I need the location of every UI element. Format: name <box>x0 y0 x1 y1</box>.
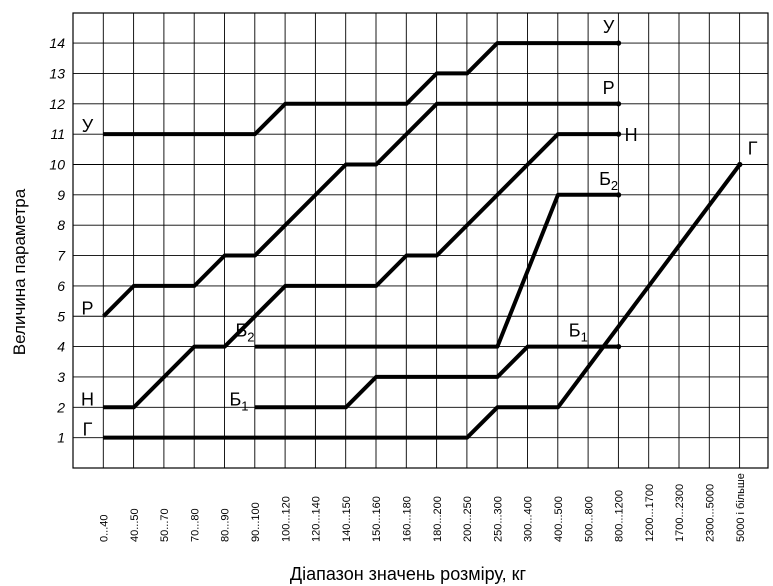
y-tick-label: 10 <box>49 157 65 173</box>
y-tick-label: 8 <box>57 217 65 233</box>
x-tick-label: 80...90 <box>220 508 232 542</box>
y-tick-label: 11 <box>50 126 65 142</box>
series-label: Г <box>83 420 93 440</box>
series-end-point <box>737 161 743 168</box>
x-tick-label: 500...800 <box>583 496 595 542</box>
series-end-point <box>616 344 622 350</box>
series-end-point <box>616 40 622 46</box>
series-lines <box>102 40 743 440</box>
series-line <box>103 132 619 410</box>
y-tick-label: 13 <box>49 65 65 81</box>
x-tick-label: 200...250 <box>462 496 474 542</box>
y-tick-label: 1 <box>57 430 65 446</box>
x-tick-label: 1700...2300 <box>674 484 686 542</box>
x-tick-label: 800...1200 <box>614 490 626 542</box>
x-tick-label: 0...40 <box>99 514 111 542</box>
x-tick-label: 250...300 <box>492 496 504 542</box>
y-tick-label: 6 <box>57 278 65 294</box>
x-tick-label: 150...160 <box>371 496 383 542</box>
y-tick-label: 14 <box>49 35 65 51</box>
x-tick-label: 180...200 <box>432 496 444 542</box>
series-label: Б1 <box>569 321 588 345</box>
x-tick-label: 40...50 <box>129 508 141 542</box>
y-tick-label: 3 <box>57 369 65 385</box>
series-label: Н <box>625 125 638 145</box>
series-label: Б1 <box>229 389 248 413</box>
x-tick-label: 1200...1700 <box>644 484 656 542</box>
series-label: Р <box>603 78 615 98</box>
series-label: У <box>82 116 94 136</box>
y-tick-label: 4 <box>57 339 65 355</box>
x-tick-label: 140...150 <box>341 496 353 542</box>
series-label: У <box>603 17 615 37</box>
x-tick-label: 120...140 <box>311 496 323 542</box>
x-tick-label: 300...400 <box>523 496 535 542</box>
plot-frame <box>72 12 769 469</box>
series-end-point <box>616 192 622 198</box>
y-tick-label: 9 <box>57 187 65 203</box>
series-label: Б2 <box>599 169 618 193</box>
x-tick-labels: 0...40 40...50 50...70 70...80 80...90 90...1… <box>99 473 747 542</box>
x-axis-label: Діапазон значень розміру, кг <box>290 564 527 584</box>
y-tick-label: 2 <box>56 399 65 415</box>
series-label: Р <box>81 298 93 318</box>
y-tick-label: 7 <box>57 248 66 264</box>
grid <box>72 12 769 469</box>
x-tick-label: 2300...5000 <box>705 484 717 542</box>
x-tick-label: 160...180 <box>402 496 414 542</box>
y-axis-label: Величина параметра <box>10 188 29 355</box>
series-label: Б2 <box>235 321 254 345</box>
x-tick-label: 100...120 <box>280 496 292 542</box>
x-tick-label: 400...500 <box>553 496 565 542</box>
x-tick-label: 90...100 <box>250 502 262 542</box>
y-tick-label: 12 <box>49 96 65 112</box>
series-label: Н <box>81 389 94 409</box>
y-tick-label: 5 <box>57 308 65 324</box>
series-label: Г <box>748 139 758 159</box>
series-line <box>102 101 619 318</box>
series-line <box>255 344 619 410</box>
series-line <box>255 192 619 349</box>
series-end-point <box>616 101 622 107</box>
x-tick-label: 70...80 <box>189 508 201 542</box>
series-line <box>103 163 742 440</box>
series-end-point <box>616 131 622 137</box>
x-tick-label: 50...70 <box>159 508 171 542</box>
series-line <box>103 41 619 137</box>
x-tick-label: 5000 і більше <box>735 473 747 542</box>
